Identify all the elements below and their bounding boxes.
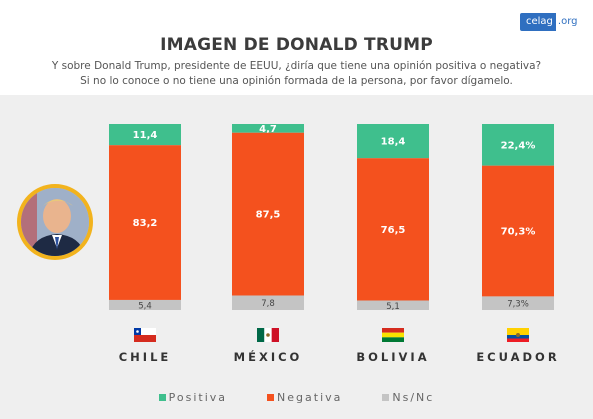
legend-item-positiva: Positiva	[158, 391, 228, 404]
portrait-avatar	[17, 184, 93, 260]
data-label-nsnc-3: 5,1	[386, 302, 400, 312]
category-label-2: MÉXICO	[234, 349, 303, 364]
data-label-positiva-1: 11,4	[133, 130, 158, 141]
legend-label-nsnc: Ns/Nc	[392, 391, 435, 404]
chart-subtitle-line2: Si no lo conoce o no tiene una opinión f…	[80, 75, 513, 87]
bar-negativa-4	[482, 165, 554, 297]
flag-chile-icon	[134, 328, 156, 342]
bar-positiva-4	[482, 124, 554, 166]
chart-subtitle-line1: Y sobre Donald Trump, presidente de EEUU…	[51, 60, 542, 72]
category-label-1: CHILE	[119, 350, 172, 364]
legend-label-negativa: Negativa	[277, 391, 343, 404]
legend: Positiva Negativa Ns/Nc	[0, 391, 593, 404]
category-label-4: ECUADOR	[476, 350, 559, 364]
data-label-nsnc-1: 5,4	[138, 301, 152, 311]
bar-nsnc-1	[109, 299, 181, 310]
data-label-positiva-2: 4,7	[259, 124, 277, 135]
legend-item-negativa: Negativa	[267, 391, 342, 404]
chart-title: IMAGEN DE DONALD TRUMP	[160, 35, 433, 55]
legend-swatch-negativa	[267, 394, 275, 401]
data-label-positiva-4: 22,4%	[501, 140, 536, 151]
data-label-negativa-2: 87,5	[256, 210, 281, 221]
legend-item-nsnc: Ns/Nc	[382, 391, 434, 404]
bar-negativa-2	[232, 132, 304, 296]
bar-nsnc-3	[357, 300, 429, 310]
flag-ecuador-icon	[507, 328, 529, 342]
bar-positiva-3	[357, 124, 429, 159]
data-label-negativa-1: 83,2	[133, 218, 158, 229]
flag-bolivia-icon	[382, 328, 404, 342]
bar-negativa-1	[109, 145, 181, 300]
legend-label-positiva: Positiva	[168, 391, 228, 404]
bar-positiva-2	[232, 124, 304, 133]
legend-swatch-positiva	[158, 394, 166, 401]
bar-negativa-3	[357, 158, 429, 301]
bar-nsnc-4	[482, 296, 554, 310]
bar-positiva-1	[109, 124, 181, 146]
flag-mexico-icon	[257, 328, 279, 342]
data-label-positiva-3: 18,4	[381, 137, 406, 148]
celag-logo: celag .org	[520, 13, 582, 31]
bar-nsnc-2	[232, 295, 304, 310]
legend-swatch-nsnc	[382, 394, 390, 401]
category-label-3: BOLIVIA	[356, 350, 429, 364]
data-label-nsnc-4: 7,3%	[507, 300, 529, 310]
logo-text-domain: .org	[555, 13, 580, 31]
logo-text-main: celag	[520, 13, 556, 31]
portrait-image	[21, 188, 89, 256]
data-label-nsnc-2: 7,8	[261, 299, 275, 309]
data-label-negativa-4: 70,3%	[501, 227, 536, 238]
data-label-negativa-3: 76,5	[381, 225, 406, 236]
